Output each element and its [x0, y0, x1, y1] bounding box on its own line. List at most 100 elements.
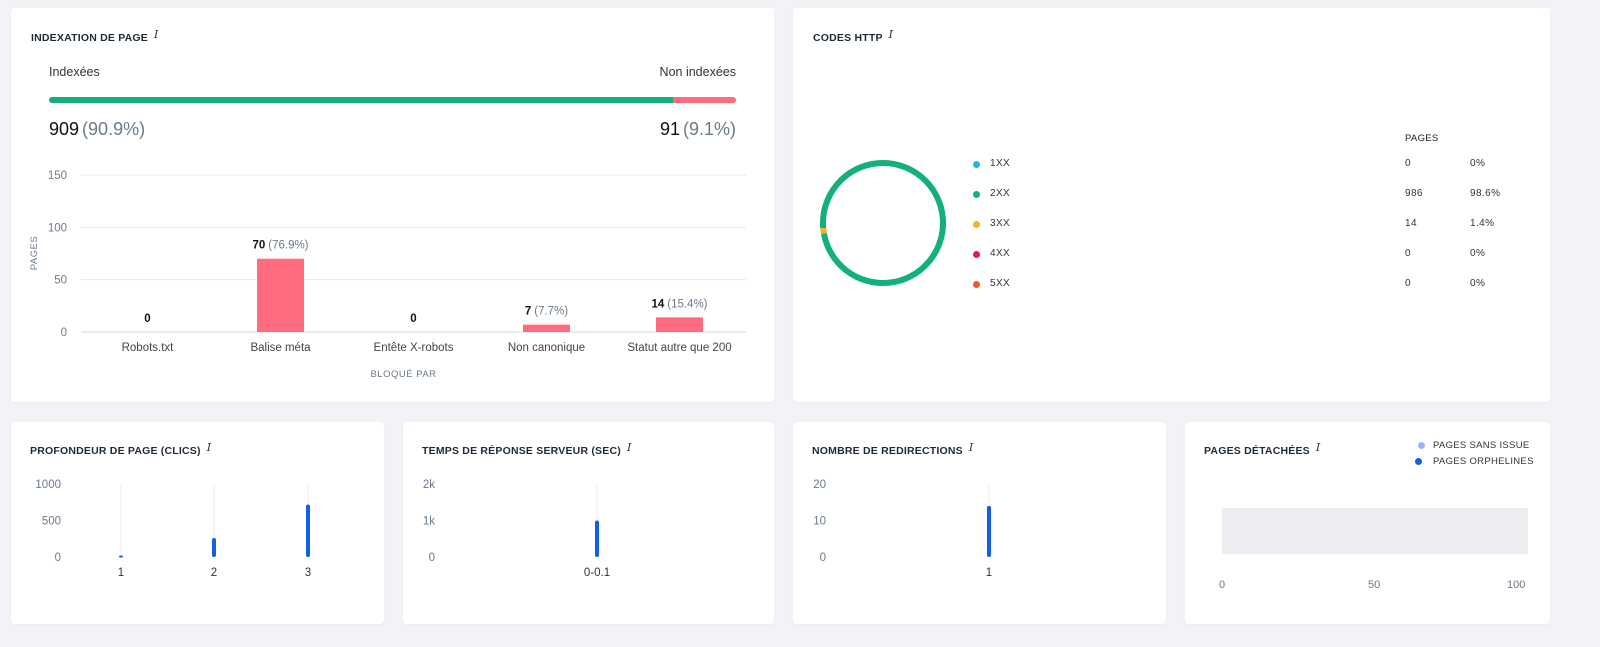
indexed-pct: (90.9%)	[82, 119, 146, 139]
bar[interactable]	[987, 505, 991, 557]
legend-dot	[973, 191, 980, 198]
x-tick-50: 50	[1368, 579, 1381, 591]
y-tick-label: 2k	[423, 479, 435, 491]
detached-card: PAGES DÉTACHÉES i PAGES SANS ISSUE PAGES …	[1185, 422, 1550, 624]
legend-dot	[973, 251, 980, 258]
x-tick-100: 100	[1507, 579, 1526, 591]
info-icon[interactable]: i	[1315, 441, 1321, 454]
y-axis-label: PAGES	[29, 236, 40, 271]
legend-pct: 0%	[1470, 158, 1486, 169]
legend-item-5xx[interactable]: 5XX 0 0%	[973, 278, 1533, 292]
indexed-stat: 909 (90.9%)	[49, 119, 145, 140]
info-icon[interactable]: i	[153, 28, 159, 41]
legend-dot-dead-end	[1418, 442, 1425, 449]
bar-value-label: 7 (7.7%)	[525, 306, 568, 318]
depth-card: PROFONDEUR DE PAGE (CLICS) i 0 500 1000 1 2 3	[11, 422, 384, 624]
indexation-title: INDEXATION DE PAGE i	[31, 28, 159, 44]
depth-title: PROFONDEUR DE PAGE (CLICS) i	[30, 441, 212, 457]
legend-count: 14	[1405, 218, 1417, 229]
legend-pct: 98.6%	[1470, 188, 1501, 199]
response-time-chart: 0 1k 2k 0-0.1	[423, 479, 610, 579]
redirects-chart: 0 10 20 1	[813, 479, 992, 579]
legend-count: 0	[1405, 278, 1411, 289]
non-indexed-pct: (9.1%)	[682, 119, 736, 139]
legend-pct: 0%	[1470, 278, 1486, 289]
http-codes-card: CODES HTTP i PAGES 1XX 0 0% 2XX 986 98.6% 3XX 14…	[793, 8, 1550, 402]
y-tick-label: 0	[820, 552, 826, 564]
non-indexed-count: 91	[659, 119, 680, 139]
legend-code: 3XX	[990, 218, 1011, 229]
indexed-label: Indexées	[49, 65, 100, 79]
indexation-progress-bar	[49, 97, 736, 103]
x-tick-label: Entête X-robots	[374, 342, 454, 354]
legend-count: 0	[1405, 158, 1411, 169]
info-icon[interactable]: i	[968, 441, 974, 454]
bar[interactable]	[523, 324, 570, 332]
bar[interactable]	[212, 538, 216, 557]
legend-item-4xx[interactable]: 4XX 0 0%	[973, 248, 1533, 262]
indexation-card: INDEXATION DE PAGE i Indexées Non indexée…	[11, 8, 774, 402]
indexation-progress-fill	[49, 97, 674, 103]
bar-value-label: 0	[410, 313, 416, 325]
legend-pct: 1.4%	[1470, 218, 1495, 229]
detached-bar	[1222, 508, 1528, 554]
legend-item-1xx[interactable]: 1XX 0 0%	[973, 158, 1533, 172]
bar-value-label: 0	[144, 313, 150, 325]
response-time-card: TEMPS DE RÉPONSE SERVEUR (SEC) i 0 1k 2k 0-0…	[403, 422, 774, 624]
y-tick-label: 20	[813, 479, 826, 491]
http-codes-title: CODES HTTP i	[813, 28, 894, 44]
y-tick-label: 500	[42, 516, 61, 528]
bar[interactable]	[306, 504, 310, 557]
legend-count: 986	[1405, 188, 1423, 199]
legend-item-orphan[interactable]: PAGES ORPHELINES	[1413, 456, 1534, 472]
non-indexed-stat: 91 (9.1%)	[660, 119, 736, 140]
redirects-card: NOMBRE DE REDIRECTIONS i 0 10 20 1	[793, 422, 1166, 624]
donut-segment-2xx[interactable]	[818, 158, 948, 288]
legend-dot	[973, 221, 980, 228]
x-tick-label: 2	[211, 567, 217, 579]
x-tick-label: Statut autre que 200	[627, 342, 731, 354]
x-tick-label: Non canonique	[508, 342, 585, 354]
http-codes-donut	[818, 158, 948, 288]
legend-dot-orphan	[1415, 458, 1422, 465]
donut-segment-3xx[interactable]	[818, 158, 948, 288]
x-tick-label: Robots.txt	[122, 342, 175, 354]
bar[interactable]	[656, 317, 703, 332]
legend-item-3xx[interactable]: 3XX 14 1.4%	[973, 218, 1533, 232]
legend-dot	[973, 281, 980, 288]
non-indexed-label: Non indexées	[659, 65, 736, 79]
y-tick-label: 150	[48, 170, 67, 182]
legend-dot	[973, 161, 980, 168]
bar[interactable]	[595, 520, 599, 558]
info-icon[interactable]: i	[206, 441, 212, 454]
y-tick-label: 1k	[423, 516, 435, 528]
x-tick-label: 0-0.1	[584, 567, 610, 579]
y-tick-label: 0	[55, 552, 61, 564]
legend-code: 2XX	[990, 188, 1011, 199]
legend-item-2xx[interactable]: 2XX 986 98.6%	[973, 188, 1533, 202]
legend-code: 1XX	[990, 158, 1011, 169]
redirects-title: NOMBRE DE REDIRECTIONS i	[812, 441, 974, 457]
legend-code: 5XX	[990, 278, 1011, 289]
legend-count: 0	[1405, 248, 1411, 259]
y-tick-label: 100	[48, 222, 67, 234]
bar[interactable]	[119, 555, 123, 558]
y-tick-label: 10	[813, 516, 826, 528]
indexed-count: 909	[49, 119, 80, 139]
y-tick-label: 1000	[35, 479, 61, 491]
x-tick-label: 1	[986, 567, 992, 579]
y-tick-label: 0	[429, 552, 435, 564]
y-tick-label: 50	[54, 275, 67, 287]
legend-code: 4XX	[990, 248, 1011, 259]
response-time-title: TEMPS DE RÉPONSE SERVEUR (SEC) i	[422, 441, 632, 457]
legend-pct: 0%	[1470, 248, 1486, 259]
x-tick-label: 3	[305, 567, 311, 579]
legend-item-dead-end[interactable]: PAGES SANS ISSUE	[1413, 440, 1534, 456]
info-icon[interactable]: i	[888, 28, 894, 41]
blocked-by-chart: 0 50 100 150 PAGES 0 Robots.txt 70 (76.9%) Balise…	[29, 170, 746, 380]
bar[interactable]	[257, 258, 304, 332]
info-icon[interactable]: i	[626, 441, 632, 454]
x-tick-label: Balise méta	[250, 342, 311, 354]
bar-value-label: 70 (76.9%)	[252, 240, 308, 252]
depth-chart: 0 500 1000 1 2 3	[35, 479, 311, 579]
